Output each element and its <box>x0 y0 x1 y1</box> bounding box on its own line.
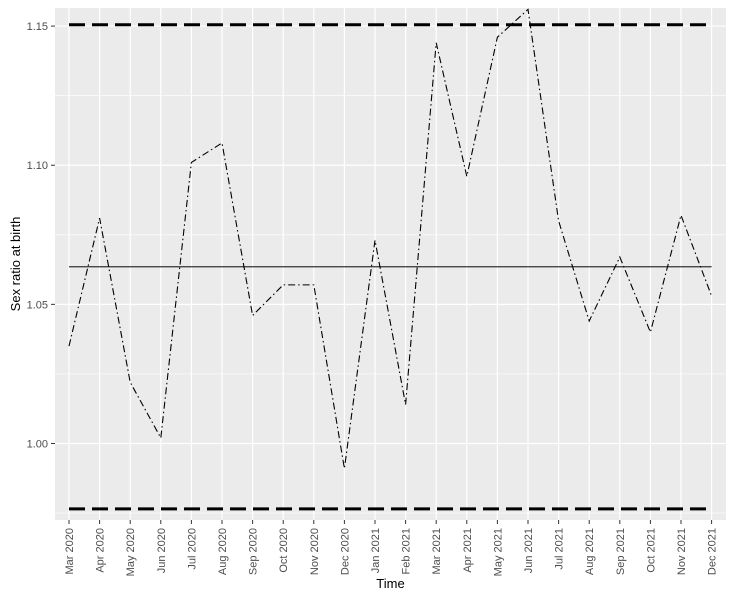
reference-lines <box>69 23 712 511</box>
y-axis-title: Sex ratio at birth <box>8 217 23 312</box>
x-tick-label: Oct 2020 <box>278 528 290 573</box>
x-tick-label: Jan 2021 <box>370 528 382 573</box>
x-tick-label: Jul 2020 <box>186 528 198 570</box>
x-tick-label: Aug 2021 <box>584 528 596 575</box>
x-tick-label: Mar 2020 <box>64 528 76 574</box>
plot-panel <box>55 8 726 520</box>
y-tick-label: 1.05 <box>27 299 48 311</box>
x-tick-label: Mar 2021 <box>431 528 443 574</box>
x-tick-label: Nov 2021 <box>676 528 688 575</box>
x-tick-label: Apr 2021 <box>462 528 474 573</box>
y-tick-label: 1.00 <box>27 438 48 450</box>
major-gridlines <box>55 8 726 520</box>
y-tick-label: 1.15 <box>27 21 48 33</box>
x-tick-label: Aug 2020 <box>217 528 229 575</box>
x-tick-label: Jun 2021 <box>523 528 535 573</box>
y-tick-label: 1.10 <box>27 160 48 172</box>
x-tick-label: Dec 2021 <box>707 528 719 575</box>
series-line <box>68 8 713 469</box>
x-tick-label: Feb 2021 <box>401 528 413 574</box>
x-tick-label: Oct 2021 <box>645 528 657 573</box>
x-tick-label: Sep 2021 <box>615 528 627 575</box>
minor-gridlines <box>55 95 726 514</box>
x-tick-label: May 2020 <box>125 528 137 576</box>
series-group <box>68 8 713 469</box>
x-axis-title: Time <box>376 576 404 591</box>
x-tick-label: May 2021 <box>492 528 504 576</box>
x-tick-label: Jun 2020 <box>156 528 168 573</box>
y-axis-ticks: 1.00 1.05 1.10 1.15 <box>27 21 55 450</box>
x-axis-ticks: Mar 2020 Apr 2020 May 2020 Jun 2020 Jul 2020… <box>64 520 719 576</box>
x-tick-label: Jul 2021 <box>554 528 566 570</box>
x-tick-label: Sep 2020 <box>248 528 260 575</box>
x-tick-label: Nov 2020 <box>309 528 321 575</box>
x-tick-label: Dec 2020 <box>339 528 351 575</box>
x-tick-label: Apr 2020 <box>95 528 107 573</box>
